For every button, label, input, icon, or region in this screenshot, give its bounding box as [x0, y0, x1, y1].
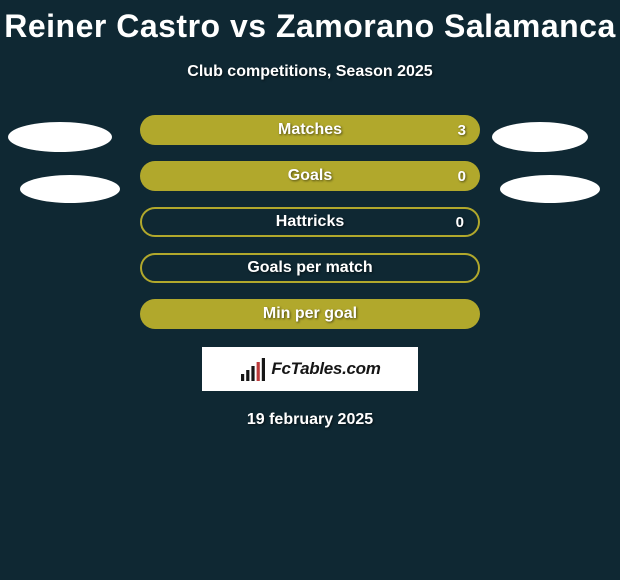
date-text: 19 february 2025 — [0, 411, 620, 429]
stat-value: 3 — [458, 122, 466, 139]
stat-row: Matches 3 — [0, 115, 620, 145]
logo-bars-icon — [239, 357, 267, 381]
stat-bar: Goals 0 — [140, 161, 480, 191]
stat-label: Min per goal — [263, 305, 357, 323]
stat-row: Goals 0 — [0, 161, 620, 191]
stat-bar: Matches 3 — [140, 115, 480, 145]
subtitle: Club competitions, Season 2025 — [0, 63, 620, 81]
stat-label: Matches — [278, 121, 342, 139]
stat-label: Hattricks — [276, 213, 344, 231]
logo-text: FcTables.com — [271, 359, 380, 379]
stat-row: Hattricks 0 — [0, 207, 620, 237]
logo-box: FcTables.com — [202, 347, 418, 391]
stat-row: Goals per match — [0, 253, 620, 283]
stat-label: Goals — [288, 167, 332, 185]
stat-bar: Hattricks 0 — [140, 207, 480, 237]
stat-bar: Min per goal — [140, 299, 480, 329]
stat-bar: Goals per match — [140, 253, 480, 283]
stat-value: 0 — [456, 214, 464, 231]
stat-value: 0 — [458, 168, 466, 185]
page-title: Reiner Castro vs Zamorano Salamanca — [0, 0, 620, 45]
stat-label: Goals per match — [247, 259, 372, 277]
stat-row: Min per goal — [0, 299, 620, 329]
